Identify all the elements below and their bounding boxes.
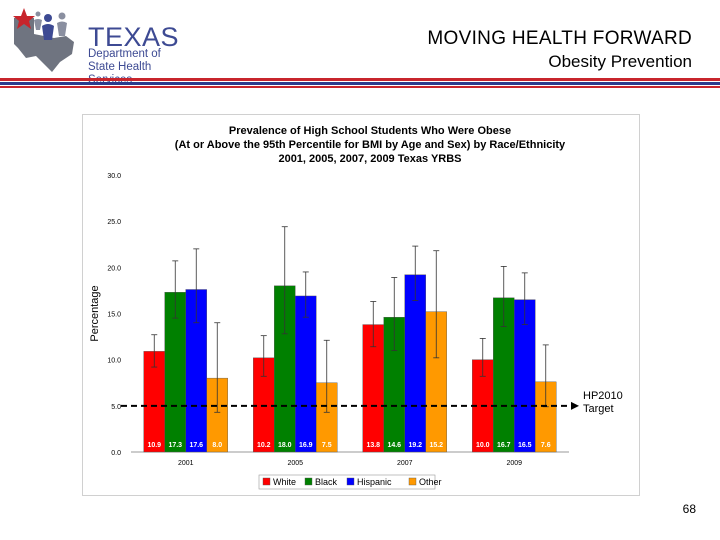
- bar-value-label: 18.0: [278, 442, 292, 449]
- chart-frame: Prevalence of High School Students Who W…: [82, 114, 640, 496]
- y-tick-label: 20.0: [107, 265, 121, 272]
- logo-subtitle-line-1: Department of: [88, 48, 161, 60]
- bar-value-label: 10.9: [147, 442, 161, 449]
- hp2010-target-arrow: [571, 401, 579, 410]
- page-subtitle: Obesity Prevention: [548, 52, 692, 71]
- legend-swatch-hispanic: [346, 477, 355, 486]
- y-tick-label: 5.0: [111, 404, 121, 411]
- chart-title-line: (At or Above the 95th Percentile for BMI…: [175, 139, 566, 151]
- y-tick-label: 30.0: [107, 173, 121, 180]
- y-tick-label: 0.0: [111, 450, 121, 457]
- dshs-logo: TEXAS Department of State Health Service…: [8, 4, 198, 86]
- page-title: MOVING HEALTH FORWARD: [427, 28, 692, 49]
- hp2010-target-label: Target: [583, 403, 614, 415]
- page-number: 68: [682, 502, 696, 516]
- bar-value-label: 17.6: [189, 442, 203, 449]
- y-tick-label: 15.0: [107, 312, 121, 319]
- bar-hispanic-2007: [404, 274, 426, 453]
- legend-swatch-white: [262, 477, 271, 486]
- y-tick-label: 25.0: [107, 219, 121, 226]
- bar-value-label: 16.9: [299, 442, 313, 449]
- legend-swatch-black: [304, 477, 313, 486]
- header-rule-blue: [0, 82, 720, 85]
- header-rule-red-bottom: [0, 86, 720, 88]
- chart-title-line: 2001, 2005, 2007, 2009 Texas YRBS: [278, 153, 461, 165]
- bar-value-label: 10.2: [257, 442, 271, 449]
- legend-label-hispanic: Hispanic: [357, 477, 392, 487]
- bar-value-label: 14.6: [387, 442, 401, 449]
- legend-label-white: White: [273, 477, 296, 487]
- bar-value-label: 16.7: [497, 442, 511, 449]
- bar-value-label: 7.5: [322, 442, 332, 449]
- header-rule-red-top: [0, 78, 720, 81]
- bar-value-label: 10.0: [476, 442, 490, 449]
- x-category-label: 2009: [506, 460, 522, 467]
- legend-label-black: Black: [315, 477, 338, 487]
- legend-label-other: Other: [419, 477, 442, 487]
- obesity-bar-chart: Prevalence of High School Students Who W…: [89, 125, 623, 490]
- hp2010-target-label: HP2010: [583, 390, 623, 402]
- bar-value-label: 7.6: [541, 442, 551, 449]
- bar-hispanic-2005: [295, 295, 317, 453]
- bar-value-label: 13.8: [366, 442, 380, 449]
- bar-value-label: 19.2: [408, 442, 422, 449]
- logo-title: TEXAS: [88, 22, 180, 52]
- bar-value-label: 8.0: [212, 442, 222, 449]
- chart-title-line: Prevalence of High School Students Who W…: [229, 125, 511, 137]
- texas-logo-icon: [13, 8, 74, 72]
- bar-value-label: 16.5: [518, 442, 532, 449]
- x-category-label: 2007: [397, 460, 413, 467]
- bar-value-label: 15.2: [429, 442, 443, 449]
- x-category-label: 2001: [178, 460, 194, 467]
- y-tick-label: 10.0: [107, 358, 121, 365]
- legend-swatch-other: [408, 477, 417, 486]
- bar-value-label: 17.3: [168, 442, 182, 449]
- x-category-label: 2005: [287, 460, 303, 467]
- y-axis-label: Percentage: [89, 285, 101, 341]
